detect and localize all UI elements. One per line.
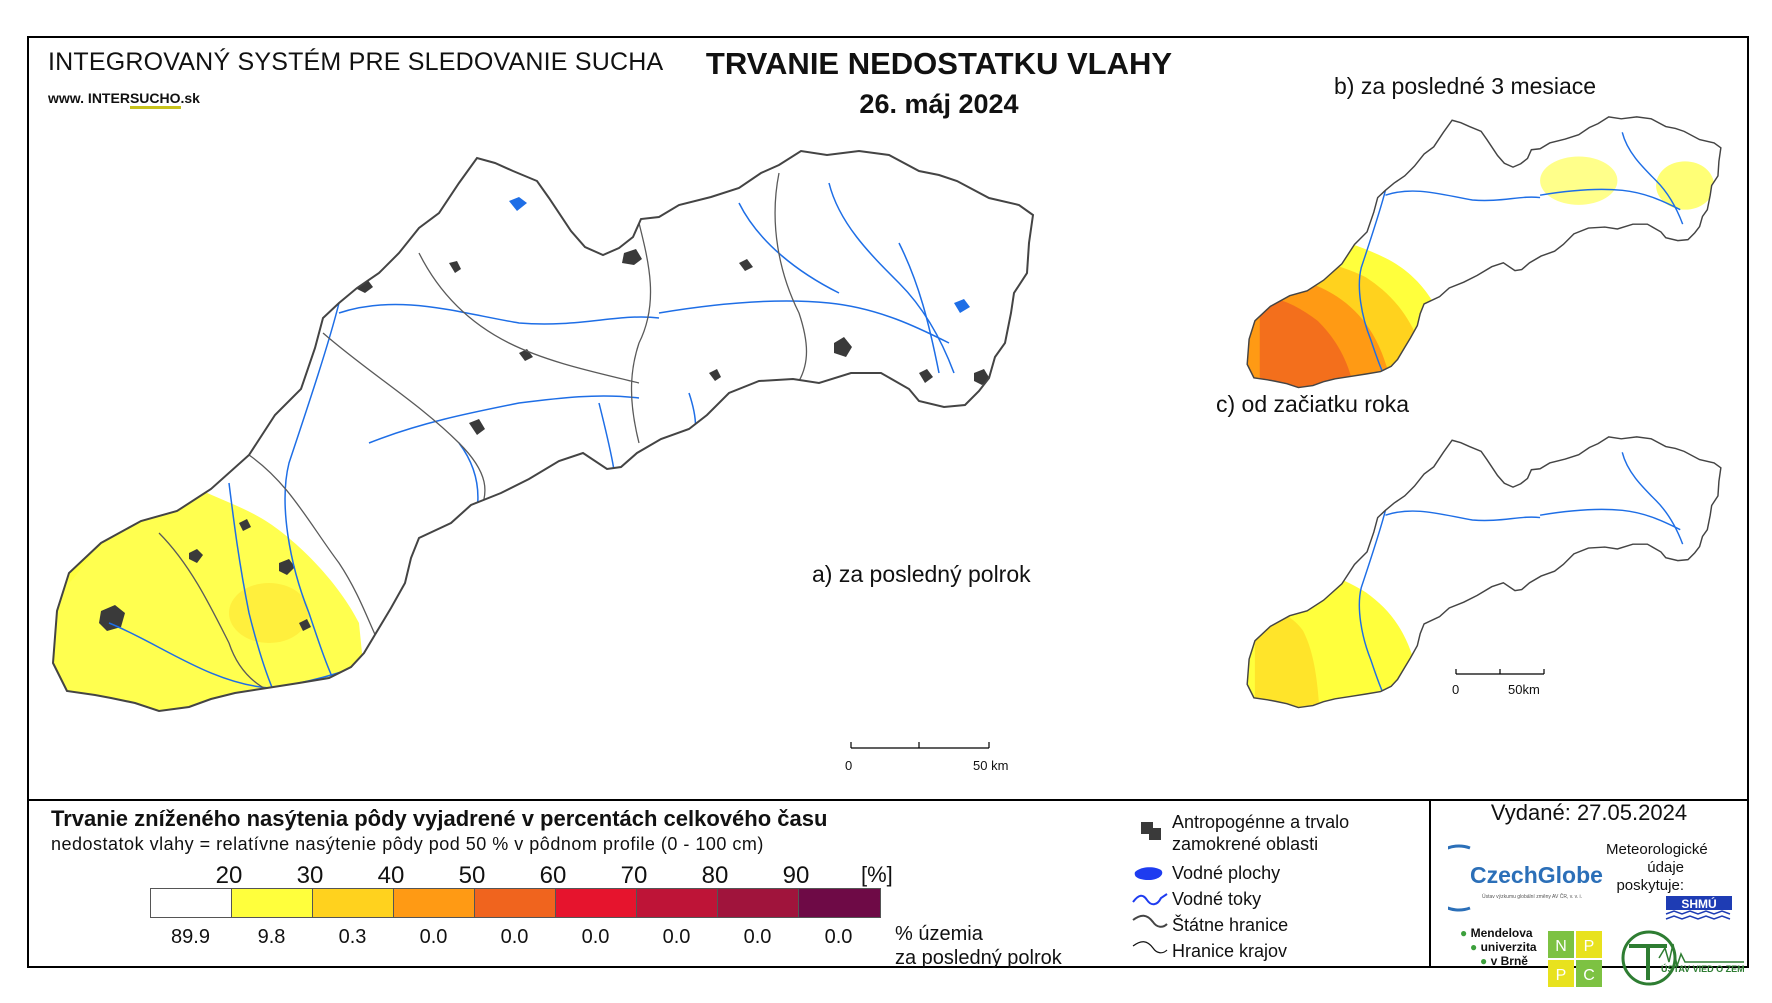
legend-separator <box>29 799 1747 801</box>
mendel-university-logo: ● Mendelova ● univerzita ● v Brně <box>1460 926 1537 968</box>
svg-text:Ústav výzkumu globální změny A: Ústav výzkumu globální změny AV ČR, v. v… <box>1482 893 1582 900</box>
color-swatch <box>556 889 637 917</box>
scale-main-start: 0 <box>845 758 853 773</box>
svg-text:C: C <box>1583 967 1595 984</box>
main-map-a <box>51 149 1035 713</box>
svg-text:P: P <box>1584 938 1595 955</box>
threshold-label: 40 <box>377 862 405 889</box>
percentage-note: % územia za posledný polrok <box>895 923 1062 969</box>
state-border-icon <box>1132 914 1168 928</box>
legend-water-bodies: Vodné plochy <box>1172 863 1281 883</box>
area-percentage: 9.8 <box>257 926 286 948</box>
color-swatch <box>394 889 475 917</box>
svg-text:SHMÚ: SHMÚ <box>1681 896 1716 911</box>
issued-date: Vydané: 27.05.2024 <box>1490 800 1688 825</box>
map-date: 26. máj 2024 <box>859 89 1019 119</box>
color-swatch <box>232 889 313 917</box>
map-frame: INTEGROVANÝ SYSTÉM PRE SLEDOVANIE SUCHA … <box>27 36 1749 987</box>
color-swatch <box>475 889 556 917</box>
map-title: TRVANIE NEDOSTATKU VLAHY <box>705 46 1173 81</box>
system-url: www. INTERSUCHO.sk <box>48 90 200 109</box>
color-swatch <box>637 889 718 917</box>
map-panel-b <box>1246 116 1722 389</box>
svg-text:P: P <box>1556 967 1567 984</box>
legend-title: Trvanie zníženého nasýtenia pôdy vyjadre… <box>51 806 828 831</box>
legend-urban: Antropogénne a trvalo zamokrené oblasti <box>1172 812 1350 854</box>
area-percentage: 0.0 <box>500 926 529 948</box>
legend-region-border: Hranice krajov <box>1172 941 1288 961</box>
water-body-icon <box>1134 867 1163 880</box>
scale-small-end: 50km <box>1508 682 1540 697</box>
river-icon <box>1132 893 1168 906</box>
threshold-label: 90 <box>782 862 810 889</box>
scale-small-start: 0 <box>1452 682 1460 697</box>
scale-bar-small <box>1455 669 1545 675</box>
color-scale-bar <box>150 888 881 918</box>
area-percentage: 0.0 <box>743 926 772 948</box>
threshold-label: 60 <box>539 862 567 889</box>
threshold-unit: [%] <box>861 862 893 887</box>
panel-c-label: c) od začiatku roka <box>1216 391 1410 417</box>
threshold-label: 20 <box>215 862 243 889</box>
logo-separator <box>1429 799 1431 968</box>
area-percentage: 89.9 <box>171 926 210 948</box>
state-border-a <box>51 149 1035 713</box>
nppc-logo: N P P C <box>1548 931 1602 987</box>
panel-b-label: b) za posledné 3 mesiace <box>1334 73 1597 99</box>
area-percentage: 0.0 <box>824 926 853 948</box>
uvz-logo: ÚSTAV VIED O ZEMI <box>1621 930 1744 986</box>
threshold-label: 50 <box>458 862 486 889</box>
panel-a-label: a) za posledný polrok <box>812 561 1031 587</box>
color-swatch <box>151 889 232 917</box>
area-percentage: 0.0 <box>581 926 610 948</box>
svg-text:N: N <box>1555 938 1567 955</box>
color-swatch <box>799 889 880 917</box>
svg-text:CzechGlobe: CzechGlobe <box>1470 862 1603 888</box>
threshold-label: 80 <box>701 862 729 889</box>
urban-area-icon <box>1141 822 1161 840</box>
map-panel-c <box>1246 436 1722 709</box>
color-swatch <box>718 889 799 917</box>
scale-main-end: 50 km <box>973 758 1009 773</box>
legend-rivers: Vodné toky <box>1172 889 1262 909</box>
shmu-logo: SHMÚ <box>1665 896 1732 920</box>
legend-state-border: Štátne hranice <box>1172 915 1289 935</box>
area-percentage: 0.0 <box>662 926 691 948</box>
legend-subtitle: nedostatok vlahy = relatívne nasýtenie p… <box>51 834 764 854</box>
region-border-icon <box>1132 941 1168 954</box>
color-swatch <box>313 889 394 917</box>
threshold-label: 70 <box>620 862 648 889</box>
meteo-provider-text: Meteorologické údaje poskytuje: <box>1606 841 1708 894</box>
scale-bar-main <box>850 742 990 749</box>
area-percentage: 0.3 <box>338 926 367 948</box>
system-title: INTEGROVANÝ SYSTÉM PRE SLEDOVANIE SUCHA <box>48 48 664 76</box>
threshold-label: 30 <box>296 862 324 889</box>
czechglobe-logo: CzechGlobe Ústav výzkumu globální změny … <box>1448 844 1603 912</box>
svg-text:ÚSTAV VIED O ZEMI: ÚSTAV VIED O ZEMI <box>1661 963 1744 974</box>
area-percentage: 0.0 <box>419 926 448 948</box>
